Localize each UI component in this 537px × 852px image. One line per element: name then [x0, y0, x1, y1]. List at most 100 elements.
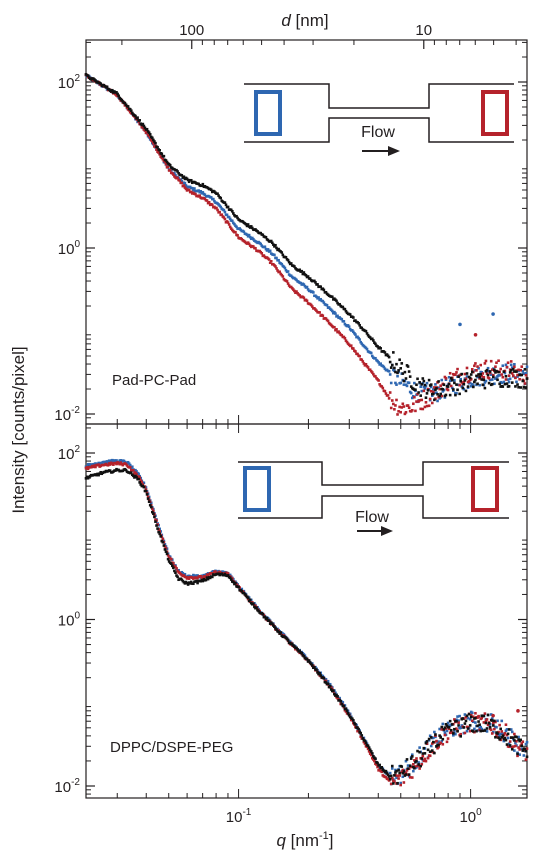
black-data-point: [477, 373, 480, 376]
top-blue-window: [254, 90, 282, 136]
blue-data-point: [197, 189, 200, 192]
black-data-point: [270, 622, 274, 626]
black-data-point: [172, 566, 175, 570]
red-data-point: [428, 754, 432, 758]
red-data-point: [388, 391, 392, 394]
blue-data-point: [321, 299, 325, 303]
blue-data-point: [347, 325, 351, 328]
blue-data-point: [507, 742, 511, 746]
black-data-point: [229, 208, 233, 212]
black-data-point: [157, 530, 160, 534]
black-data-point: [398, 358, 401, 362]
black-data-point: [432, 740, 435, 744]
red-data-point: [482, 721, 486, 724]
black-data-point: [504, 738, 508, 742]
top-axis-label: d [nm]: [281, 11, 328, 30]
red-data-point: [252, 245, 255, 248]
red-data-point: [384, 392, 388, 395]
blue-data-point: [525, 365, 529, 369]
red-data-point: [458, 383, 461, 387]
black-data-point: [403, 370, 407, 374]
red-data-point: [477, 714, 480, 718]
blue-data-point: [443, 731, 447, 735]
red-data-point: [425, 404, 429, 408]
red-data-point: [260, 252, 264, 255]
red-data-point: [352, 347, 355, 350]
black-data-point: [468, 724, 472, 727]
black-data-point: [505, 382, 509, 385]
red-data-point: [152, 142, 155, 145]
red-data-point: [430, 401, 434, 405]
black-data-point: [494, 371, 497, 374]
blue-data-point: [390, 767, 394, 770]
black-data-point: [422, 379, 426, 383]
black-data-point: [408, 764, 412, 768]
red-data-point: [124, 462, 128, 466]
red-data-point: [448, 371, 452, 375]
red-data-point: [285, 280, 289, 283]
red-data-point: [513, 365, 516, 369]
red-data-point: [199, 575, 203, 578]
black-data-point: [497, 370, 500, 374]
red-data-point: [269, 259, 273, 263]
black-data-point: [94, 79, 97, 82]
black-data-point: [442, 728, 446, 731]
blue-data-point: [406, 764, 410, 767]
black-data-point: [133, 476, 136, 479]
red-data-point: [108, 463, 112, 466]
black-data-point: [261, 233, 265, 237]
blue-data-point: [240, 587, 244, 591]
black-data-point: [415, 383, 418, 387]
black-data-point: [423, 383, 427, 387]
black-data-point: [336, 695, 339, 698]
black-data-point: [357, 322, 360, 325]
blue-data-point: [325, 303, 329, 307]
black-data-point: [522, 385, 526, 389]
black-data-point: [123, 101, 127, 105]
black-data-point: [230, 209, 234, 213]
black-data-point: [394, 771, 397, 774]
red-data-point: [372, 758, 375, 761]
red-data-point: [455, 727, 458, 730]
red-data-point: [414, 409, 417, 413]
blue-data-point: [340, 317, 344, 321]
black-data-point: [456, 729, 459, 733]
black-data-point: [269, 239, 273, 243]
blue-data-point: [192, 573, 195, 577]
black-data-point: [216, 192, 219, 195]
black-data-point: [462, 382, 466, 386]
red-data-point: [389, 406, 393, 410]
blue-data-point: [490, 378, 494, 381]
black-data-point: [387, 355, 391, 359]
black-data-point: [409, 385, 413, 388]
red-data-point: [519, 368, 522, 372]
black-data-point: [382, 769, 386, 773]
black-data-point: [402, 379, 406, 383]
red-data-point: [174, 565, 177, 569]
black-data-point: [128, 107, 132, 111]
blue-data-point: [514, 741, 517, 745]
blue-data-point: [469, 384, 473, 388]
red-data-point: [415, 400, 418, 403]
black-data-point: [176, 170, 179, 173]
red-data-point: [509, 360, 513, 363]
black-data-point: [389, 774, 393, 778]
red-data-point: [456, 367, 459, 371]
red-data-point: [321, 314, 325, 317]
black-data-point: [124, 103, 128, 107]
black-data-point: [129, 109, 133, 112]
red-data-point: [401, 402, 405, 406]
red-data-point: [489, 728, 493, 732]
blue-data-point: [286, 270, 290, 273]
black-data-point: [516, 752, 519, 756]
black-data-point: [86, 476, 90, 480]
black-data-point: [498, 382, 501, 386]
red-data-point: [465, 366, 469, 370]
red-data-point: [361, 360, 365, 363]
red-data-point: [513, 732, 516, 736]
blue-data-point: [495, 376, 498, 380]
red-data-point: [506, 361, 510, 365]
red-data-point: [211, 203, 214, 207]
black-data-point: [185, 581, 189, 585]
red-data-point: [180, 181, 184, 185]
